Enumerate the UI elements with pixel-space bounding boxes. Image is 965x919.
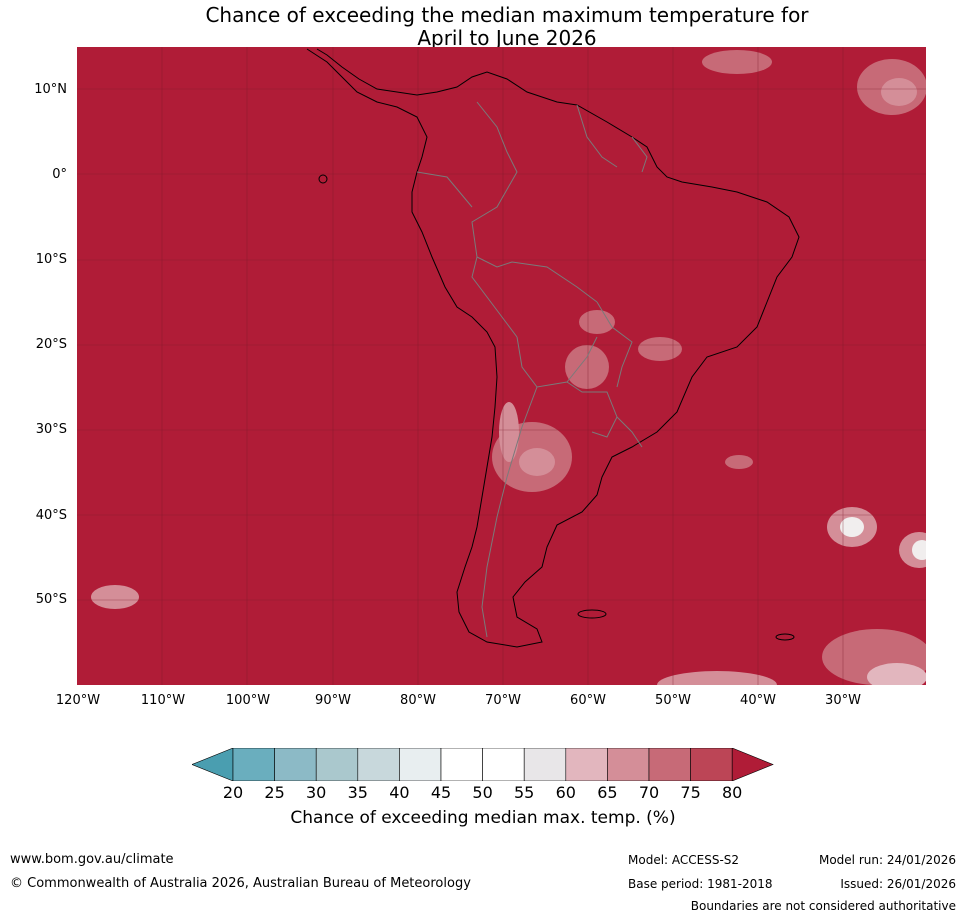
lon-label-60w: 60°W [570, 693, 606, 708]
title-line-2: April to June 2026 [417, 26, 597, 50]
lat-label-30s: 30°S [35, 422, 67, 437]
lat-label-50s: 50°S [35, 592, 67, 607]
map-panel [77, 47, 926, 685]
colorbar-bin-45-50 [440, 748, 483, 781]
lat-label-10s: 10°S [35, 252, 67, 267]
disclaimer-text: Boundaries are not considered authoritat… [690, 899, 956, 913]
colorbar-tick-80: 80 [722, 783, 743, 802]
colorbar-tick-70: 70 [638, 783, 660, 802]
patch-andes [499, 402, 519, 462]
colorbar-bin-40-45 [399, 748, 442, 781]
south-america-coastline [306, 48, 800, 648]
lon-label-80w: 80°W [400, 693, 436, 708]
patch-brazil-2 [579, 310, 615, 334]
probability-patches [91, 50, 926, 685]
lat-label-0: 0° [52, 167, 67, 182]
graticule [77, 47, 926, 685]
colorbar-tick-25: 25 [264, 783, 285, 802]
south-georgia [775, 633, 795, 641]
lon-label-50w: 50°W [655, 693, 691, 708]
colorbar-tick-30: 30 [306, 783, 327, 802]
colorbar-bin-55-60 [523, 748, 567, 781]
patch-south-pacific [91, 585, 139, 609]
lon-label-120w: 120°W [55, 693, 101, 708]
islands [318, 174, 795, 641]
patch-north-atlantic-1 [702, 50, 772, 74]
lon-label-70w: 70°W [485, 693, 521, 708]
colorbar-bin-35-40 [357, 748, 400, 781]
colorbar-bin-75-80 [690, 748, 733, 781]
colorbar-tick-20: 20 [222, 783, 244, 802]
patch-paraguay [565, 345, 609, 389]
colorbar-tick-75: 75 [680, 783, 701, 802]
patch-north-atlantic-3 [881, 78, 917, 106]
colorbar-high-extend [731, 748, 774, 781]
colorbar-tick-60: 60 [555, 783, 576, 802]
lon-label-100w: 100°W [225, 693, 271, 708]
colorbar-bin-65-70 [607, 748, 650, 781]
colorbar-bin-50-55 [482, 748, 525, 781]
colorbar-bin-70-75 [648, 748, 691, 781]
model-text: Model: ACCESS-S2 [628, 853, 740, 867]
lon-label-30w: 30°W [825, 693, 861, 708]
colorbar-tick-55: 55 [514, 783, 535, 802]
lat-label-40s: 40°S [35, 508, 67, 523]
website-link[interactable]: www.bom.gov.au/climate [10, 852, 174, 867]
colorbar-tick-65: 65 [597, 783, 618, 802]
colorbar-tick-50: 50 [472, 783, 493, 802]
lat-label-10n: 10°N [34, 82, 67, 97]
patch-south-mid [657, 671, 777, 685]
colorbar-bin-30-35 [315, 748, 359, 781]
colorbar-low-extend [192, 748, 234, 781]
patch-south-east-2 [867, 663, 926, 685]
patch-uruguay [725, 455, 753, 469]
patch-argentina-2 [519, 448, 555, 476]
title-line-1: Chance of exceeding the median maximum t… [205, 3, 809, 27]
colorbar [192, 748, 774, 781]
galapagos [318, 174, 328, 184]
map-title: Chance of exceeding the median maximum t… [0, 4, 965, 50]
map-svg [77, 47, 926, 685]
patch-south-atlantic-4 [912, 540, 926, 560]
colorbar-bin-25-30 [274, 748, 317, 781]
colorbar-tick-35: 35 [347, 783, 368, 802]
lat-label-20s: 20°S [35, 337, 67, 352]
colorbar-tick-40: 40 [389, 783, 410, 802]
country-borders [416, 101, 648, 638]
lon-label-110w: 110°W [140, 693, 186, 708]
colorbar-tick-45: 45 [430, 783, 452, 802]
colorbar-bin-20-25 [232, 748, 275, 781]
lon-label-90w: 90°W [315, 693, 351, 708]
copyright-text: © Commonwealth of Australia 2026, Austra… [10, 876, 471, 891]
issued-text: Issued: 26/01/2026 [840, 877, 956, 891]
lon-label-40w: 40°W [740, 693, 776, 708]
patch-brazil-1 [638, 337, 682, 361]
colorbar-bin-60-65 [565, 748, 608, 781]
falkland-islands [577, 609, 607, 619]
model-run-text: Model run: 24/01/2026 [818, 853, 956, 867]
base-period-text: Base period: 1981-2018 [628, 877, 773, 891]
colorbar-title: Chance of exceeding median max. temp. (%… [290, 808, 676, 828]
patch-south-atlantic-2 [840, 517, 864, 537]
